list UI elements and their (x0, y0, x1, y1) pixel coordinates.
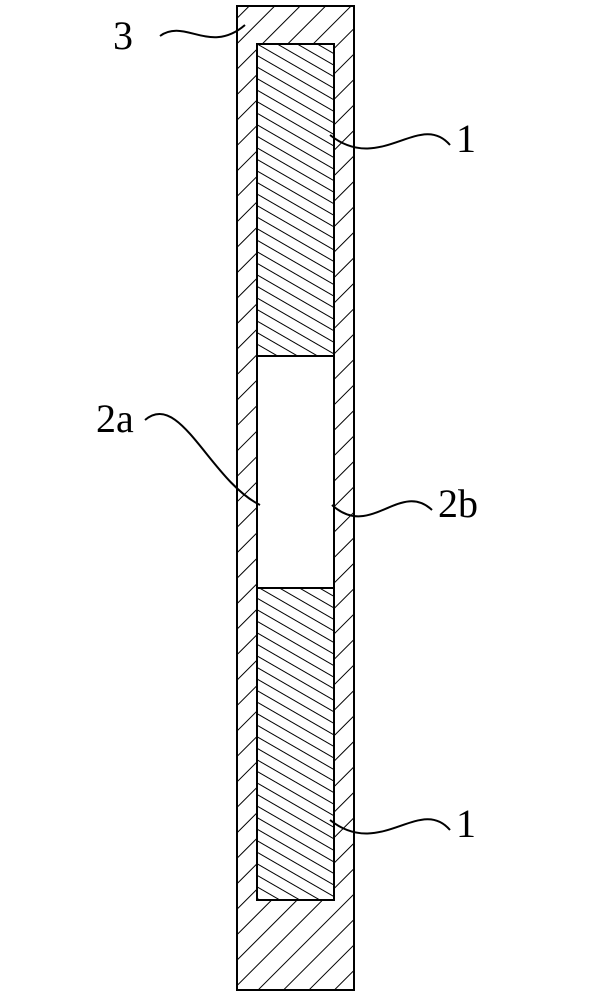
label-2a: 2a (96, 395, 134, 442)
label-1-top: 1 (456, 115, 476, 162)
label-3: 3 (113, 12, 133, 59)
label-1-bottom: 1 (456, 800, 476, 847)
diagram-root: 3 1 1 2a 2b (0, 0, 591, 1000)
diagram-svg (0, 0, 591, 1000)
label-2b: 2b (438, 480, 478, 527)
